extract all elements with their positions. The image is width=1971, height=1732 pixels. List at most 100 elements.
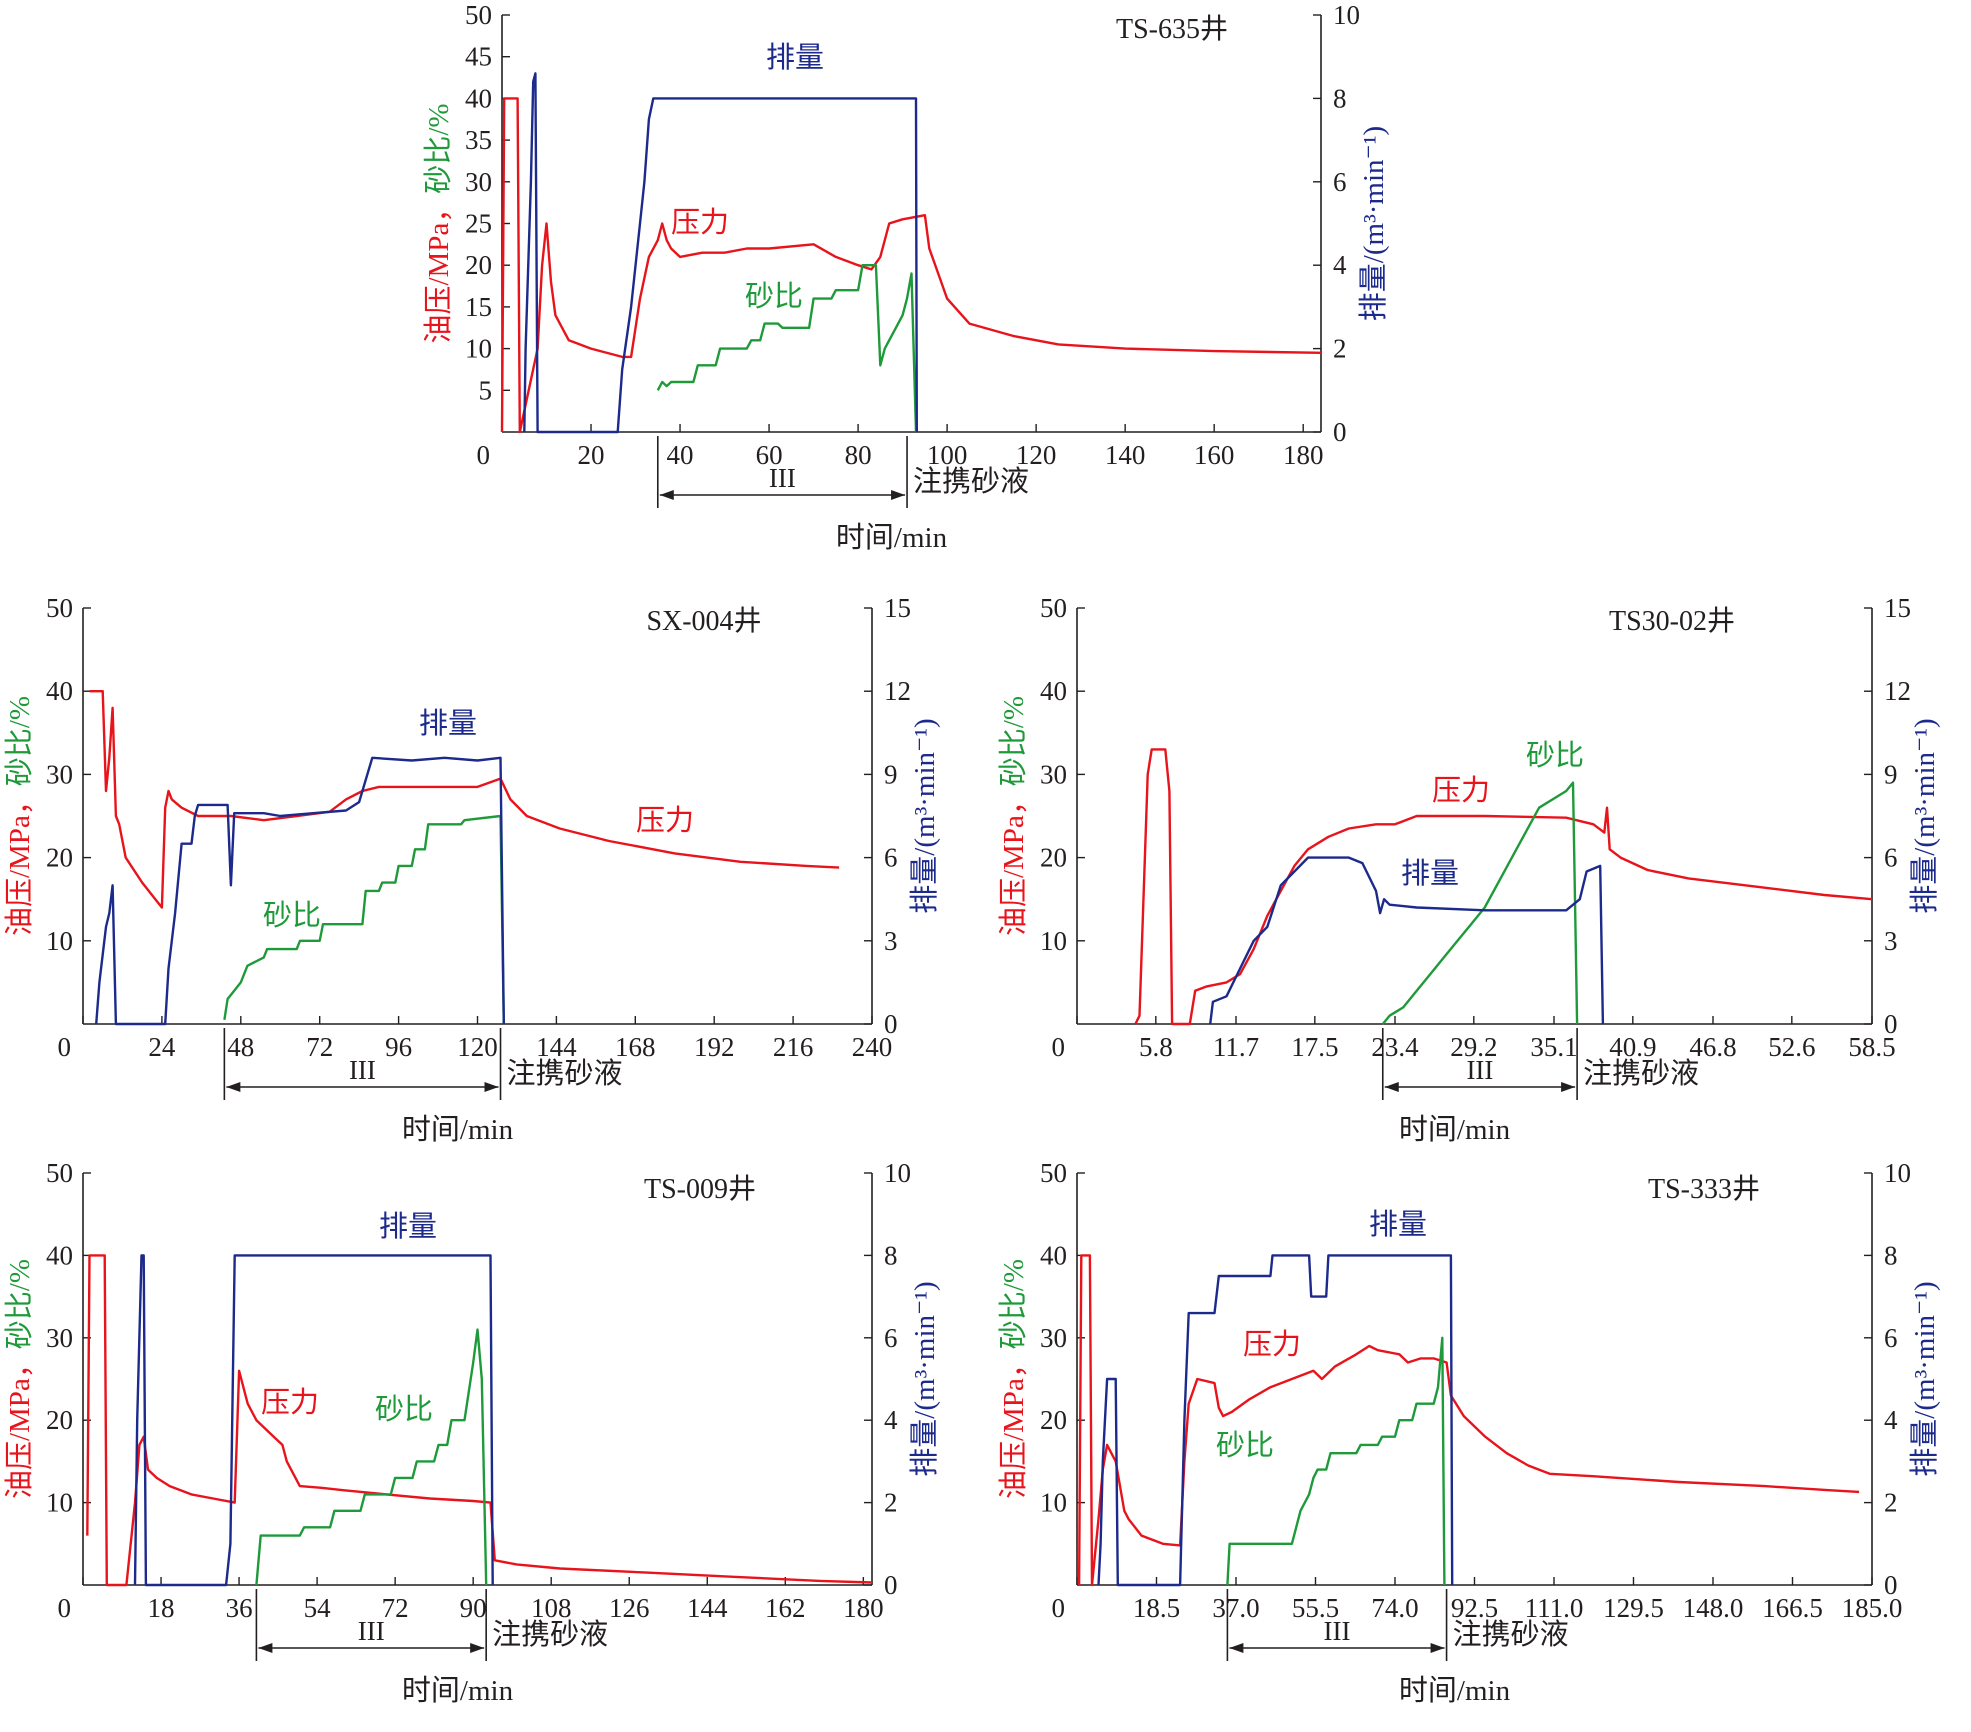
y-right-tick-label: 9	[1884, 759, 1898, 789]
x-tick-label: 36	[226, 1593, 253, 1623]
stage-arrow-head-left	[226, 1082, 241, 1092]
chart-title: TS-333井	[1648, 1173, 1760, 1205]
x-tick-label: 216	[773, 1032, 814, 1062]
injection-label: 注携砂液	[913, 465, 1029, 498]
x-tick-label: 120	[1016, 440, 1057, 470]
x-axis-title: 时间/min	[1399, 1113, 1511, 1146]
chart-panel-3: 18 36 54 72 90 108 126 144 162 180010203040500246…	[3, 1158, 941, 1707]
chart-panel-0: 20 40 60 80 100 120 140 160 18005101520253035404…	[422, 0, 1390, 554]
x-tick-label: 20	[578, 440, 605, 470]
y-left-tick-label: 40	[1040, 676, 1067, 706]
sand-ratio-axis-title: 砂比/%	[3, 1259, 36, 1349]
y-right-tick-label: 9	[884, 759, 898, 789]
y-right-tick-label: 15	[1884, 593, 1911, 623]
x-tick-label: 140	[1105, 440, 1146, 470]
y-right-tick-label: 3	[884, 926, 898, 956]
pressure-line	[1134, 748, 1873, 1026]
pressure-axis-title: 油压/MPa，	[3, 786, 36, 936]
stage-label: III	[1323, 1616, 1350, 1646]
y-right-tick-label: 0	[884, 1570, 898, 1600]
x-tick-label: 80	[845, 440, 872, 470]
x-axis-title: 时间/min	[402, 1674, 514, 1707]
x-tick-label: 108	[531, 1593, 572, 1623]
y-left-axis-title: 油压/MPa，砂比/%	[3, 1259, 36, 1499]
y-right-tick-label: 4	[1333, 250, 1347, 280]
origin-label: 0	[58, 1032, 72, 1062]
x-tick-label: 46.8	[1689, 1032, 1736, 1062]
pressure-axis-title: 油压/MPa，	[3, 1349, 36, 1499]
x-tick-label: 72	[382, 1593, 409, 1623]
x-tick-label: 120	[457, 1032, 498, 1062]
injection-label: 注携砂液	[1453, 1618, 1569, 1651]
y-right-tick-label: 3	[1884, 926, 1898, 956]
y-right-tick-label: 10	[1333, 0, 1360, 30]
y-left-tick-label: 50	[46, 1158, 73, 1188]
rate-line	[95, 756, 505, 1026]
rate-line	[133, 1254, 494, 1587]
y-left-axis-title: 油压/MPa，砂比/%	[422, 103, 455, 343]
y-right-tick-label: 6	[1884, 843, 1898, 873]
x-tick-label: 148.0	[1683, 1593, 1744, 1623]
y-right-tick-label: 0	[1884, 1009, 1898, 1039]
injection-label: 注携砂液	[1583, 1057, 1699, 1090]
y-left-tick-label: 30	[465, 167, 492, 197]
x-tick-label: 144	[687, 1593, 728, 1623]
x-tick-label: 100	[927, 440, 968, 470]
sand-ratio-label: 砂比	[263, 899, 321, 932]
x-tick-label: 92.5	[1451, 1593, 1498, 1623]
y-left-tick-label: 10	[1040, 926, 1067, 956]
sand-ratio-line	[656, 264, 918, 433]
stage-label: III	[358, 1616, 385, 1646]
stage-arrow-head-right	[484, 1082, 499, 1092]
x-tick-label: 35.1	[1530, 1032, 1577, 1062]
y-right-tick-label: 0	[1884, 1570, 1898, 1600]
y-right-tick-label: 2	[1333, 334, 1347, 364]
rate-line	[1097, 1254, 1454, 1587]
y-right-tick-label: 15	[884, 593, 911, 623]
y-right-tick-label: 0	[1333, 417, 1347, 447]
pressure-label: 压力	[671, 206, 729, 239]
sand-ratio-label: 砂比	[375, 1393, 433, 1426]
y-left-tick-label: 30	[46, 1323, 73, 1353]
y-right-tick-label: 0	[884, 1009, 898, 1039]
rate-label: 排量	[419, 707, 477, 740]
pressure-line	[1077, 1254, 1860, 1587]
sand-ratio-line	[223, 814, 505, 1025]
rate-line	[523, 72, 918, 434]
pressure-axis-title: 油压/MPa，	[997, 1349, 1030, 1499]
x-tick-label: 18.5	[1133, 1593, 1180, 1623]
y-right-axis-title: 排量/(m³·min⁻¹)	[1908, 718, 1941, 913]
x-tick-label: 23.4	[1371, 1032, 1419, 1062]
stage-label: III	[349, 1055, 376, 1085]
stage-arrow-head-right	[1430, 1643, 1445, 1653]
y-left-axis-title: 油压/MPa，砂比/%	[997, 696, 1030, 936]
y-left-tick-label: 40	[1040, 1240, 1067, 1270]
sand-ratio-label: 砂比	[1526, 739, 1584, 772]
sand-ratio-label: 砂比	[745, 280, 803, 313]
chart-title: TS30-02井	[1609, 605, 1735, 637]
x-tick-label: 144	[536, 1032, 577, 1062]
y-right-tick-label: 4	[884, 1405, 898, 1435]
origin-label: 0	[58, 1593, 72, 1623]
x-tick-label: 96	[385, 1032, 412, 1062]
y-left-tick-label: 30	[1040, 1323, 1067, 1353]
sand-ratio-line	[255, 1328, 488, 1586]
x-tick-label: 240	[852, 1032, 893, 1062]
sand-ratio-line	[1226, 1336, 1446, 1586]
y-left-axis-title: 油压/MPa，砂比/%	[3, 696, 36, 936]
chart-panel-4: 18.5 37.0 55.5 74.0 92.5 111.0 129.5 148.0 166.5…	[997, 1158, 1941, 1707]
injection-label: 注携砂液	[492, 1618, 608, 1651]
x-tick-label: 54	[304, 1593, 332, 1623]
stage-arrow-head-right	[891, 490, 906, 500]
x-tick-label: 192	[694, 1032, 735, 1062]
rate-label: 排量	[766, 41, 824, 74]
x-tick-label: 40.9	[1609, 1032, 1656, 1062]
x-tick-label: 129.5	[1603, 1593, 1664, 1623]
y-left-axis-title: 油压/MPa，砂比/%	[997, 1259, 1030, 1499]
rate-label: 排量	[379, 1210, 437, 1243]
x-tick-label: 48	[227, 1032, 254, 1062]
stage-arrow-head-right	[1561, 1082, 1576, 1092]
y-left-tick-label: 25	[465, 209, 492, 239]
stage-arrow-head-right	[470, 1643, 485, 1653]
